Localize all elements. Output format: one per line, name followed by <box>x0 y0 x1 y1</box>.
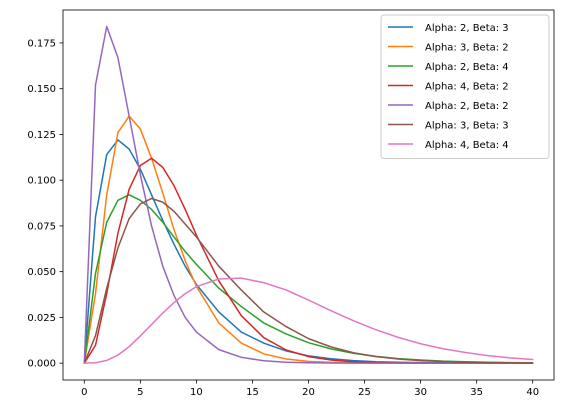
y-tick-label: 0.050 <box>27 267 56 278</box>
x-tick-label: 10 <box>190 387 203 398</box>
y-tick-label: 0.100 <box>27 176 56 187</box>
legend-label: Alpha: 2, Beta: 3 <box>425 23 509 34</box>
legend-label: Alpha: 2, Beta: 4 <box>425 62 509 73</box>
legend-label: Alpha: 4, Beta: 4 <box>425 140 509 151</box>
legend-label: Alpha: 2, Beta: 2 <box>425 101 509 112</box>
y-tick-label: 0.150 <box>27 84 56 95</box>
y-tick-label: 0.175 <box>27 38 56 49</box>
x-tick-label: 20 <box>302 387 315 398</box>
legend: Alpha: 2, Beta: 3 Alpha: 3, Beta: 2 Alpha:… <box>381 15 549 159</box>
x-tick-label: 5 <box>137 387 143 398</box>
x-axis: 0 5 10 15 20 25 30 35 40 <box>81 380 539 398</box>
x-tick-label: 25 <box>358 387 371 398</box>
legend-label: Alpha: 3, Beta: 2 <box>425 43 509 54</box>
y-tick-label: 0.000 <box>27 359 56 370</box>
y-axis: 0.000 0.025 0.050 0.075 0.100 0.125 0.150 0.175 <box>27 38 63 369</box>
x-tick-label: 15 <box>246 387 259 398</box>
x-tick-label: 35 <box>470 387 483 398</box>
x-tick-label: 30 <box>414 387 427 398</box>
y-tick-label: 0.025 <box>27 313 56 324</box>
x-tick-label: 40 <box>526 387 539 398</box>
legend-label: Alpha: 4, Beta: 2 <box>425 82 509 93</box>
y-tick-label: 0.075 <box>27 221 56 232</box>
x-tick-label: 0 <box>81 387 87 398</box>
y-tick-label: 0.125 <box>27 130 56 141</box>
legend-label: Alpha: 3, Beta: 3 <box>425 121 509 132</box>
